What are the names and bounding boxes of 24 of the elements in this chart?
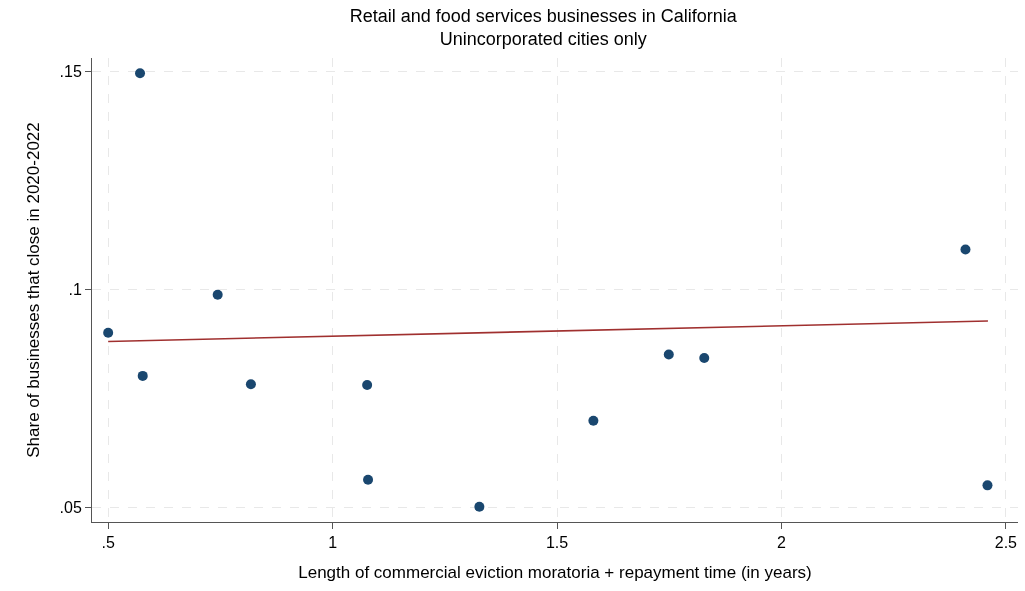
chart-title: Retail and food services businesses in California Unincorporated cities only bbox=[349, 5, 738, 49]
x-tick-label: 1.5 bbox=[545, 534, 569, 552]
point bbox=[363, 474, 374, 485]
point bbox=[960, 244, 971, 255]
y-axis-title: Share of businesses that close in 2020-2022 bbox=[24, 122, 44, 458]
y-tick-label: .05 bbox=[59, 498, 82, 516]
point bbox=[474, 501, 485, 512]
x-tick-label: 1 bbox=[328, 534, 338, 552]
point bbox=[588, 415, 599, 426]
point bbox=[699, 353, 710, 364]
point bbox=[245, 379, 256, 390]
point bbox=[135, 68, 146, 79]
y-tick-label: .1 bbox=[68, 280, 82, 298]
x-tick-label: 2 bbox=[777, 534, 786, 552]
x-tick-label: .5 bbox=[101, 534, 115, 552]
point bbox=[663, 349, 674, 360]
point bbox=[212, 289, 223, 300]
point bbox=[362, 380, 373, 391]
point bbox=[982, 480, 993, 491]
point bbox=[137, 370, 148, 381]
x-axis-title: Length of commercial eviction moratoria + repayment time (in years) bbox=[298, 562, 812, 582]
point bbox=[103, 327, 114, 338]
y-tick-label: .15 bbox=[59, 62, 82, 80]
x-tick-label: 2.5 bbox=[994, 534, 1018, 552]
